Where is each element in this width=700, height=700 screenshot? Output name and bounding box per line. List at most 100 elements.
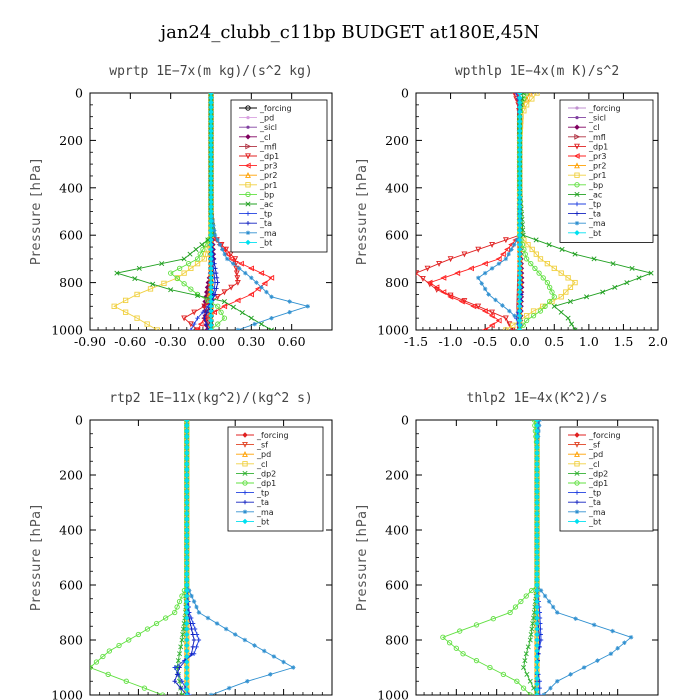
data-point [517,218,523,224]
data-point [547,298,553,305]
legend-label: _pr3 [259,162,277,171]
data-point [517,289,523,295]
legend-marker [574,490,580,495]
legend-label: _sf [256,441,268,450]
data-point [208,199,214,205]
data-point [208,303,214,309]
data-point [224,256,230,262]
data-point [111,303,117,309]
data-point [194,256,201,262]
data-point [189,651,194,656]
data-point [554,679,560,684]
data-point [197,251,203,257]
data-point [528,260,534,267]
legend-marker [574,162,580,169]
data-point [184,433,190,440]
data-point [184,461,190,467]
data-point [208,151,214,158]
data-point [184,543,190,550]
legend-marker [244,162,251,169]
data-point [184,499,190,506]
panel-title: wprtp 1E−7x(m kg)/(s^2 kg) [109,64,313,79]
legend-label: _ma [588,219,606,228]
data-point [520,685,527,691]
data-point [549,289,555,295]
data-point [233,270,240,277]
data-point [228,284,235,291]
data-point [534,422,540,429]
legend-label: _dp1 [588,479,608,488]
data-point [517,322,523,328]
x-tick-label: 0.00 [197,334,225,349]
legend-item: _pr2 [568,162,606,171]
legend-label: _sicl [259,123,277,132]
data-point [529,96,535,102]
data-point [106,648,113,654]
data-point [536,270,542,276]
y-tick-label: 800 [385,275,409,290]
data-point [221,289,228,296]
legend-label: _bt [588,517,601,526]
legend-item: _tp [568,200,601,209]
legend-item: _dp1 [236,479,276,488]
legend-label: _cl [259,133,271,142]
data-point [534,631,540,638]
data-point [252,321,257,327]
data-point [517,237,523,243]
data-point [563,289,569,295]
y-tick-label: 400 [385,180,409,195]
data-point [144,321,150,327]
data-point [189,626,194,632]
data-point [174,275,181,282]
legend-label: _cl [588,460,600,469]
data-point [517,294,523,300]
data-point [176,265,183,272]
data-point [546,242,552,248]
legend-label: _sf [588,441,600,450]
data-point [517,246,523,253]
data-point [184,675,190,682]
data-point [534,483,540,489]
data-point [454,270,461,277]
data-point [208,123,214,129]
data-point [202,242,209,248]
data-point [517,151,523,158]
legend-label: _forcing [588,104,621,113]
legend-label: _tp [256,489,269,498]
data-point [511,242,517,247]
data-point [517,175,523,182]
data-point [208,298,214,305]
data-point [517,213,523,219]
data-point [193,246,199,252]
legend-marker [242,470,248,476]
data-point [184,428,190,434]
data-point [517,308,523,314]
data-point [184,444,190,451]
data-point [473,657,480,664]
data-point [208,251,214,257]
data-point [529,626,535,632]
y-tick-label: 200 [59,468,83,483]
data-point [208,213,214,219]
data-point [517,93,523,96]
data-point [648,270,654,276]
legend-marker [242,518,248,525]
data-point [546,599,552,604]
data-point [200,310,206,315]
data-point [534,582,540,588]
data-point [544,260,551,267]
data-point [512,604,519,610]
data-point [495,317,502,324]
data-point [534,538,540,544]
data-point [514,93,519,96]
data-point [123,678,129,684]
y-tick-label: 200 [385,468,409,483]
data-point [517,147,523,153]
legend-item: _cl [568,123,600,132]
data-point [208,270,214,276]
data-point [184,593,190,599]
data-point [208,218,214,224]
legend-item: _bt [239,238,272,247]
plot-area [440,420,634,695]
data-point [453,645,459,651]
